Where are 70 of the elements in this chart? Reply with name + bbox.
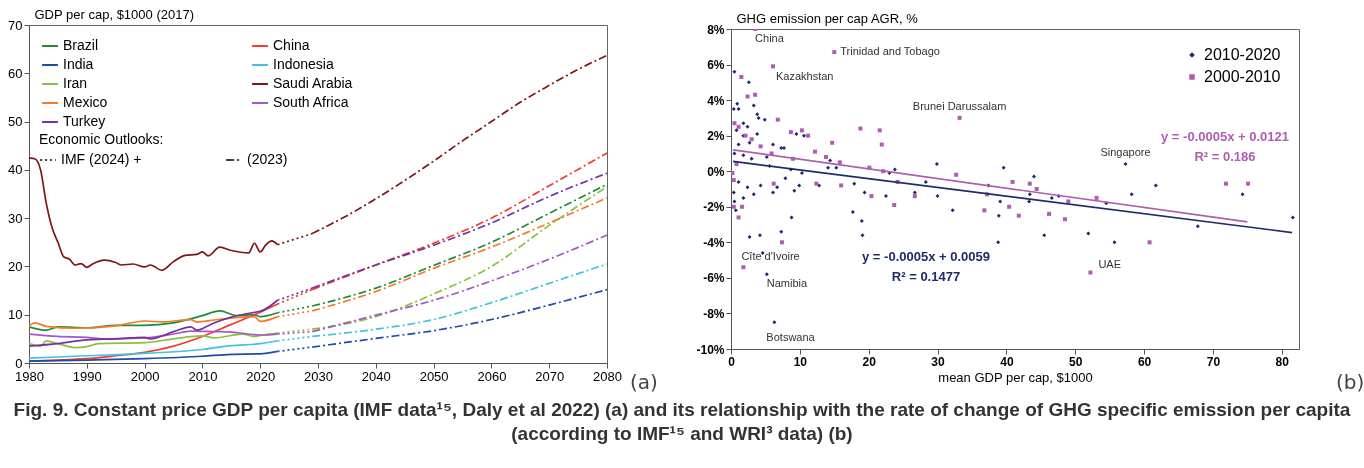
annotation: (2023) xyxy=(247,151,288,167)
annotation: Economic Outlooks: xyxy=(39,131,164,147)
legend-label: Indonesia xyxy=(273,56,334,72)
annotation: China xyxy=(755,32,785,44)
legend-label: India xyxy=(63,56,94,72)
y-tick-label: 20 xyxy=(8,258,23,274)
y-axis-title: GDP per cap, $1000 (2017) xyxy=(34,6,194,22)
x-tick-label: 2080 xyxy=(593,368,622,384)
y-tick-label: 50 xyxy=(8,114,23,130)
annotation: y = -0.0005x + 0.0059 xyxy=(862,249,990,264)
y-tick-label: -10% xyxy=(696,342,725,357)
legend-label: Saudi Arabia xyxy=(273,75,353,91)
legend-label: Turkey xyxy=(63,113,106,129)
y-tick-label: 60 xyxy=(8,65,23,81)
y-tick-label: -8% xyxy=(703,306,725,321)
x-tick-label: 60 xyxy=(1137,354,1152,369)
legend-label: South Africa xyxy=(273,94,349,110)
legend-label: Iran xyxy=(63,75,88,91)
x-tick-label: 2050 xyxy=(419,368,449,384)
y-tick-label: 30 xyxy=(8,210,23,226)
text: (b) xyxy=(1336,370,1364,394)
y-tick-label: 10 xyxy=(8,307,23,323)
text: (a) xyxy=(630,370,658,394)
x-tick-label: 2060 xyxy=(477,368,507,384)
legend-label: Mexico xyxy=(63,94,108,110)
annotation: Brunei Darussalam xyxy=(912,99,1007,112)
y-tick-label: -2% xyxy=(703,200,725,215)
x-tick-label: 2040 xyxy=(361,368,391,384)
legend-label: Brazil xyxy=(63,37,99,53)
x-tick-label: 2010 xyxy=(188,368,218,384)
annotation: Cîte d'Ivoire xyxy=(741,250,800,263)
annotation: Botswana xyxy=(766,331,816,344)
x-tick-label: 50 xyxy=(1069,354,1083,369)
annotation: y = -0.0005x + 0.0121 xyxy=(1161,129,1289,144)
x-tick-label: 2000 xyxy=(130,368,160,384)
x-tick-label: 2030 xyxy=(304,368,333,384)
x-tick-label: 80 xyxy=(1275,354,1290,369)
y-tick-label: 70 xyxy=(8,17,23,33)
x-tick-label: 1990 xyxy=(72,368,102,384)
y-tick-label: 4% xyxy=(707,93,725,108)
y-tick-label: -6% xyxy=(703,271,725,286)
x-tick-label: 0 xyxy=(728,354,736,369)
annotation: Kazakhstan xyxy=(776,70,834,83)
x-tick-label: 20 xyxy=(862,354,877,369)
x-tick-label: 10 xyxy=(793,354,808,369)
annotation: R² = 0.1477 xyxy=(891,269,961,284)
x-tick-label: 2020 xyxy=(246,368,276,384)
y-tick-label: 0% xyxy=(707,164,725,179)
annotation: IMF (2024) + xyxy=(61,151,142,167)
y-tick-label: -4% xyxy=(703,235,725,250)
annotation: Singapore xyxy=(1100,146,1151,159)
x-tick-label: 40 xyxy=(1000,354,1014,369)
y-tick-label: 8% xyxy=(707,22,725,37)
legend-label: China xyxy=(273,37,310,53)
legend-label: 2000-2010 xyxy=(1204,68,1281,85)
annotation: UAE xyxy=(1098,257,1122,270)
y-tick-label: 40 xyxy=(8,162,23,178)
x-tick-label: 2070 xyxy=(535,368,565,384)
x-tick-label: 70 xyxy=(1206,354,1221,369)
y-axis-title: GHG emission per cap AGR, % xyxy=(736,10,919,26)
x-tick-label: 30 xyxy=(931,354,946,369)
annotation: R² = 0.186 xyxy=(1194,149,1256,164)
caption: Fig. 9. Constant price GDP per capita (IMF data¹⁵, Daly et al 2022) (a) and its relationship with the rate of change of GHG specific emission per capita (according to IMF¹⁵ and WRI³ data) (b) xyxy=(12,398,1352,446)
x-axis-title: mean GDP per cap, $1000 xyxy=(938,369,1093,385)
y-tick-label: 6% xyxy=(707,58,725,73)
annotation: Namibia xyxy=(766,277,809,290)
legend-label: 2010-2020 xyxy=(1204,46,1281,63)
annotation: Trinidad and Tobago xyxy=(840,45,940,58)
y-tick-label: 2% xyxy=(707,129,725,144)
x-tick-label: 1980 xyxy=(15,368,44,384)
